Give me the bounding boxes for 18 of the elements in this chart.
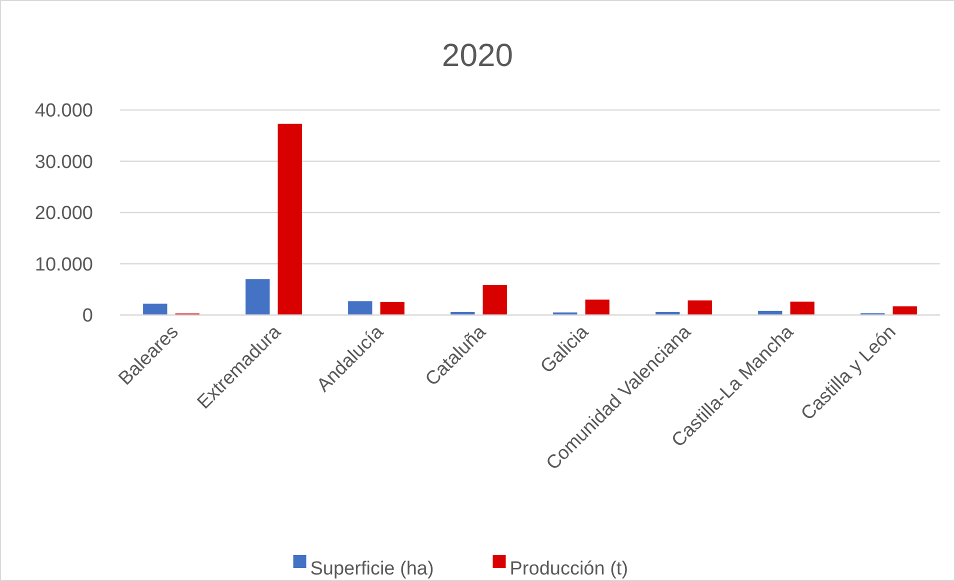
y-tick-label: 10.000 <box>34 254 93 276</box>
y-tick-label: 30.000 <box>34 152 93 173</box>
bar <box>246 279 270 315</box>
legend-label: Producción (t) <box>510 558 628 580</box>
chart-title: 2020 <box>442 37 514 73</box>
bar <box>143 304 168 315</box>
bar <box>790 302 814 315</box>
bar <box>348 301 372 315</box>
bar <box>380 302 404 315</box>
y-tick-label: 40.000 <box>34 100 93 122</box>
legend-label: Superficie (ha) <box>310 558 434 580</box>
y-tick-label: 0 <box>82 306 93 327</box>
bar <box>482 285 507 315</box>
bar <box>688 300 712 315</box>
bar <box>892 306 917 315</box>
y-tick-label: 20.000 <box>34 203 93 224</box>
bar <box>585 300 610 315</box>
bar <box>278 124 302 315</box>
